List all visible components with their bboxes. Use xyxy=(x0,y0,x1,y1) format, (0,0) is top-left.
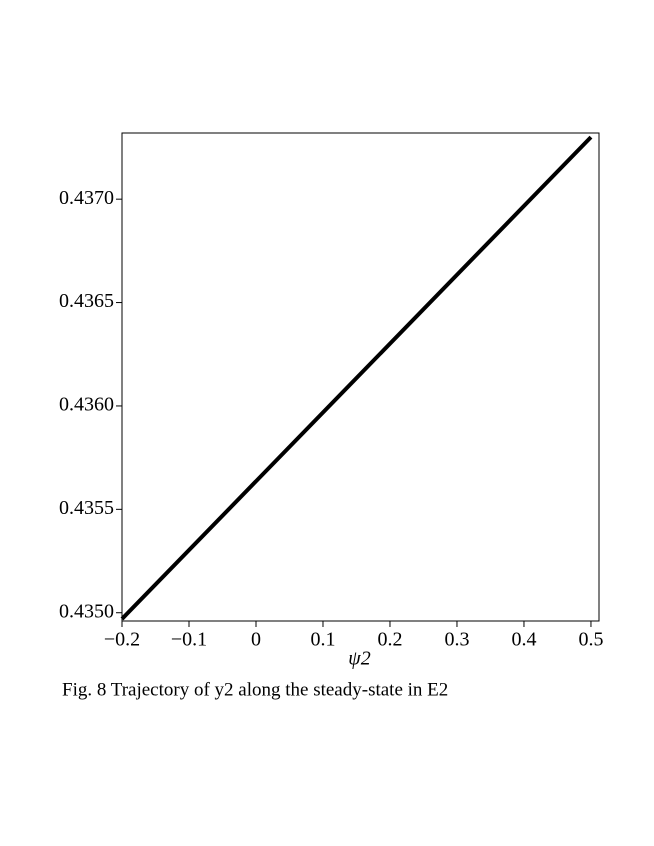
y-tick-label: 0.4350 xyxy=(59,600,114,622)
x-tick-label: 0 xyxy=(251,629,261,651)
x-tick-label: 0.2 xyxy=(377,629,402,651)
plot-frame xyxy=(121,132,600,622)
y-tick-label: 0.4370 xyxy=(59,187,114,209)
x-tick-label: 0.1 xyxy=(310,629,335,651)
y-tick-label: 0.4365 xyxy=(59,290,114,312)
line xyxy=(120,135,593,621)
x-tick-label: 0.4 xyxy=(511,629,536,651)
y-tick-label: 0.4360 xyxy=(59,394,114,416)
x-tick-label: −0.1 xyxy=(171,629,207,651)
x-tick-label: 0.3 xyxy=(444,629,469,651)
caption: Fig. 8 Trajectory of y2 along the steady… xyxy=(62,679,448,700)
x-tick-label: 0.5 xyxy=(578,629,603,651)
x-axis-label: ψ2 xyxy=(348,648,370,670)
x-tick-label: −0.2 xyxy=(104,629,140,651)
y-tick-label: 0.4355 xyxy=(59,497,114,519)
